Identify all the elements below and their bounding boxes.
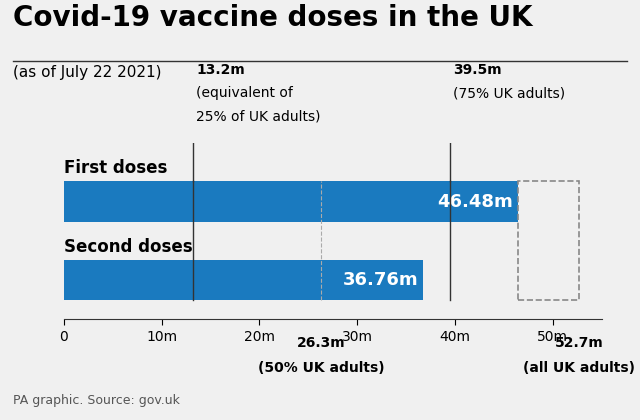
Text: Second doses: Second doses: [64, 238, 193, 256]
Text: 52.7m: 52.7m: [555, 336, 604, 350]
Text: 36.76m: 36.76m: [343, 271, 419, 289]
Text: (50% UK adults): (50% UK adults): [258, 361, 385, 375]
Text: 13.2m: 13.2m: [196, 63, 245, 77]
Text: (equivalent of: (equivalent of: [196, 86, 293, 100]
Text: PA graphic. Source: gov.uk: PA graphic. Source: gov.uk: [13, 394, 180, 407]
Text: (as of July 22 2021): (as of July 22 2021): [13, 65, 161, 80]
Text: 26.3m: 26.3m: [297, 336, 346, 350]
Text: (75% UK adults): (75% UK adults): [453, 86, 565, 100]
Bar: [64, 181, 518, 222]
Bar: [64, 260, 423, 300]
Text: First doses: First doses: [64, 159, 168, 177]
Bar: [518, 181, 579, 300]
Text: 46.48m: 46.48m: [438, 193, 513, 210]
Text: (all UK adults): (all UK adults): [523, 361, 635, 375]
Text: 25% of UK adults): 25% of UK adults): [196, 109, 321, 123]
Text: 39.5m: 39.5m: [453, 63, 502, 77]
Text: Covid-19 vaccine doses in the UK: Covid-19 vaccine doses in the UK: [13, 4, 532, 32]
